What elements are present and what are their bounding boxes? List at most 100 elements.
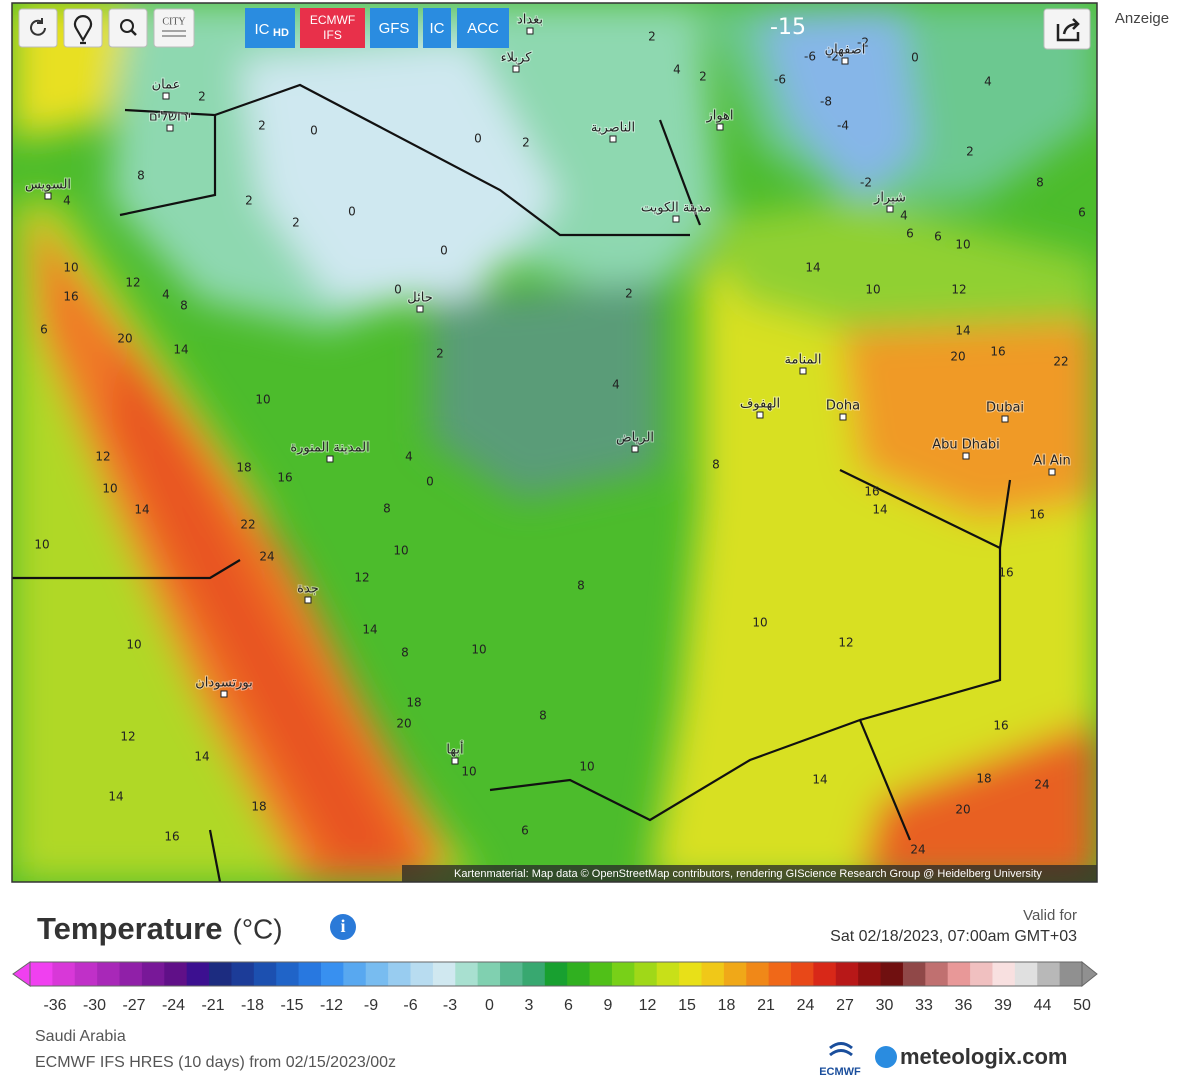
- city-button[interactable]: [153, 8, 195, 48]
- colorbar-cell: [365, 962, 389, 986]
- share-icon: [1056, 18, 1080, 42]
- colorbar-cell: [611, 962, 635, 986]
- colorbar-cell: [679, 962, 702, 986]
- city-name[interactable]: عمان: [151, 77, 182, 94]
- city-name[interactable]: شیراز: [872, 190, 907, 207]
- contour-label: 4: [63, 194, 71, 208]
- city-marker[interactable]: [609, 135, 617, 143]
- zoom-icon-handle: [130, 29, 137, 36]
- city-icon: CITY: [162, 16, 185, 27]
- city-name[interactable]: حائل: [406, 290, 433, 307]
- location-button[interactable]: [63, 8, 103, 48]
- legend-unit: (°C): [233, 913, 283, 944]
- colorbar-tick-label: -21: [201, 997, 224, 1014]
- contour-label: -6: [774, 73, 786, 87]
- city-marker[interactable]: [326, 455, 334, 463]
- colorbar-cell: [746, 962, 770, 986]
- city-name[interactable]: ירושלים: [148, 109, 192, 126]
- city-name[interactable]: اصفهان: [824, 42, 867, 59]
- ecmwf-logo-icon: [829, 1042, 853, 1057]
- city-marker[interactable]: [304, 596, 312, 604]
- city-marker[interactable]: [416, 305, 424, 313]
- contour-label: 8: [137, 169, 145, 183]
- contour-label: 4: [612, 378, 620, 392]
- city-marker[interactable]: [716, 123, 724, 131]
- contour-label: 10: [126, 638, 141, 652]
- contour-label: 2: [625, 287, 633, 301]
- model-button[interactable]: [245, 8, 295, 48]
- colorbar-cell: [410, 962, 434, 986]
- model-button[interactable]: [457, 8, 509, 48]
- colorbar-tick-label: -18: [241, 997, 264, 1014]
- info-button[interactable]: [330, 914, 356, 940]
- city-marker[interactable]: [1001, 415, 1009, 423]
- contour-label: 8: [180, 299, 188, 313]
- colorbar-cell: [723, 962, 747, 986]
- city-marker[interactable]: [631, 445, 639, 453]
- contour-label: 12: [354, 571, 369, 585]
- city-name[interactable]: بغداد: [516, 12, 544, 29]
- colorbar-tick-label: -24: [162, 997, 185, 1014]
- city-marker[interactable]: [166, 124, 174, 132]
- city-marker[interactable]: [886, 205, 894, 213]
- city-marker[interactable]: [526, 27, 534, 35]
- model-button[interactable]: [370, 8, 418, 48]
- city-name[interactable]: الرياض: [615, 430, 655, 447]
- colorbar-cell: [791, 962, 814, 986]
- contour-label: 12: [951, 283, 966, 297]
- city-name[interactable]: جدة: [296, 581, 320, 598]
- contour-label: 14: [805, 261, 820, 275]
- city-marker[interactable]: [799, 367, 807, 375]
- model-button[interactable]: [423, 8, 451, 48]
- city-name[interactable]: اهواز: [704, 108, 734, 125]
- city-name[interactable]: السويس: [24, 177, 72, 194]
- city-name[interactable]: الهفوف: [739, 396, 781, 413]
- city-name[interactable]: المدينة المنورة: [289, 440, 370, 457]
- attribution-bar: [402, 865, 1097, 882]
- colorbar-cell: [320, 962, 344, 986]
- legend: Temperature (°C) i Valid for Sat 02/18/2…: [12, 907, 1098, 1014]
- city-name[interactable]: Abu Dhabi: [931, 437, 1001, 454]
- city-marker[interactable]: [672, 215, 680, 223]
- model-button[interactable]: [300, 8, 365, 48]
- city-marker[interactable]: [962, 452, 970, 460]
- colorbar-cell: [477, 962, 501, 986]
- refresh-button[interactable]: [18, 8, 58, 48]
- colorbar-tick-label: 12: [639, 997, 657, 1014]
- city-marker[interactable]: [451, 757, 459, 765]
- contour-label: 16: [864, 485, 879, 499]
- city-name[interactable]: Al Ain: [1032, 453, 1071, 470]
- zoom-button[interactable]: [108, 8, 148, 48]
- contour-label: -4: [837, 119, 849, 133]
- city-marker[interactable]: [44, 192, 52, 200]
- contour-label: 16: [1029, 508, 1044, 522]
- city-marker[interactable]: [220, 690, 228, 698]
- city-name[interactable]: المنامة: [784, 352, 823, 369]
- city-name[interactable]: مدينة الكويت: [640, 200, 712, 217]
- city-name[interactable]: أبها: [445, 740, 464, 759]
- colorbar-cell: [119, 962, 143, 986]
- city-name[interactable]: كربلاء: [500, 50, 534, 67]
- colorbar-cell: [589, 962, 613, 986]
- city-marker[interactable]: [162, 92, 170, 100]
- contour-label: 16: [164, 830, 179, 844]
- contour-label: 16: [998, 566, 1013, 580]
- city-name[interactable]: بورتسودان: [194, 675, 254, 692]
- city-marker[interactable]: [756, 411, 764, 419]
- city-marker[interactable]: [839, 413, 847, 421]
- contour-label: 0: [474, 132, 482, 146]
- contour-label: 2: [258, 119, 266, 133]
- location-icon: [73, 15, 93, 45]
- colorbar-tick-label: 9: [604, 997, 613, 1014]
- contour-label: -6: [804, 50, 816, 64]
- zoom-icon: [120, 19, 134, 33]
- city-name[interactable]: Dubai: [985, 400, 1025, 417]
- contour-label: 12: [838, 636, 853, 650]
- city-marker[interactable]: [512, 65, 520, 73]
- city-name[interactable]: الناصرية: [590, 120, 636, 137]
- contour-label: 22: [1053, 355, 1068, 369]
- city-marker[interactable]: [1048, 468, 1056, 476]
- city-name[interactable]: Doha: [825, 398, 861, 415]
- city-marker[interactable]: [841, 57, 849, 65]
